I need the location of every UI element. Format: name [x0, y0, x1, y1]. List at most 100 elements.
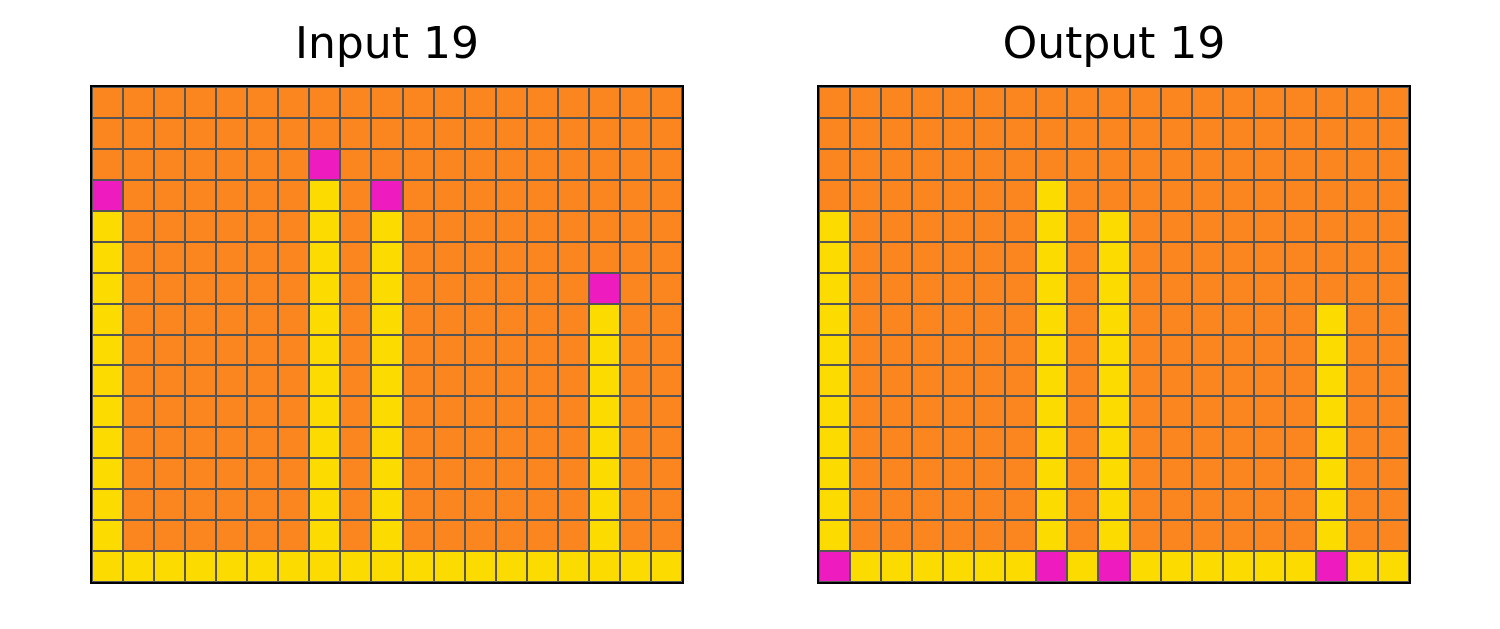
grid-cell: [1378, 304, 1408, 334]
grid-cell: [496, 490, 526, 520]
grid-cell: [434, 366, 464, 396]
grid-cell: [820, 211, 850, 241]
grid-cell: [620, 304, 650, 334]
grid-cell: [403, 180, 433, 210]
grid-cell: [1006, 552, 1036, 581]
grid-cell: [217, 242, 247, 272]
grid-cell: [851, 459, 881, 489]
grid-cell: [620, 521, 650, 551]
grid-cell: [651, 521, 681, 551]
grid-cell: [651, 211, 681, 241]
grid-cell: [248, 304, 278, 334]
grid-cell: [1006, 366, 1036, 396]
grid-cell: [1068, 180, 1098, 210]
grid-cell: [1316, 242, 1346, 272]
grid-cell: [1316, 335, 1346, 365]
grid-cell: [1037, 118, 1067, 148]
grid-cell: [851, 304, 881, 334]
grid-cell: [851, 149, 881, 179]
grid-cell: [217, 428, 247, 458]
grid-cell: [913, 304, 943, 334]
grid-cell: [310, 242, 340, 272]
grid-cell: [434, 180, 464, 210]
grid-cell: [124, 366, 154, 396]
grid-cell: [341, 552, 371, 581]
grid-cell: [1099, 88, 1129, 117]
grid-cell: [1223, 118, 1253, 148]
grid-cell: [975, 521, 1005, 551]
grid-cell: [341, 459, 371, 489]
grid-cell: [124, 149, 154, 179]
grid-cell: [651, 88, 681, 117]
grid-cell: [372, 149, 402, 179]
grid-cell: [1037, 180, 1067, 210]
grid-cell: [1130, 118, 1160, 148]
grid-cell: [1006, 118, 1036, 148]
grid-cell: [434, 459, 464, 489]
grid-cell: [820, 118, 850, 148]
grid-cell: [882, 397, 912, 427]
grid-cell: [93, 88, 123, 117]
grid-cell: [279, 149, 309, 179]
grid-cell: [341, 149, 371, 179]
grid-cell: [1161, 242, 1191, 272]
grid-cell: [93, 242, 123, 272]
grid-cell: [882, 335, 912, 365]
grid-cell: [186, 88, 216, 117]
grid-cell: [975, 366, 1005, 396]
grid-cell: [1192, 118, 1222, 148]
grid-cell: [651, 459, 681, 489]
grid-cell: [465, 521, 495, 551]
grid-cell: [1316, 118, 1346, 148]
grid-cell: [1099, 273, 1129, 303]
grid-cell: [651, 304, 681, 334]
grid-cell: [882, 88, 912, 117]
grid-cell: [310, 149, 340, 179]
grid-cell: [1378, 459, 1408, 489]
grid-cell: [403, 242, 433, 272]
grid-cell: [1130, 397, 1160, 427]
grid-cell: [372, 335, 402, 365]
grid-cell: [820, 366, 850, 396]
grid-cell: [341, 521, 371, 551]
grid-cell: [1068, 304, 1098, 334]
grid-cell: [496, 242, 526, 272]
grid-cell: [820, 521, 850, 551]
grid-cell: [651, 273, 681, 303]
grid-cell: [248, 149, 278, 179]
grid-cell: [1006, 397, 1036, 427]
grid-cell: [1285, 552, 1315, 581]
grid-cell: [1285, 88, 1315, 117]
grid-cell: [93, 180, 123, 210]
grid-cell: [1316, 149, 1346, 179]
grid-cell: [465, 273, 495, 303]
grid-cell: [124, 459, 154, 489]
grid-cell: [434, 397, 464, 427]
grid-cell: [248, 552, 278, 581]
grid-cell: [1130, 304, 1160, 334]
grid-cell: [341, 180, 371, 210]
grid-cell: [1254, 242, 1284, 272]
grid-cell: [1006, 521, 1036, 551]
grid-cell: [851, 180, 881, 210]
grid-cell: [1006, 242, 1036, 272]
grid-cell: [217, 335, 247, 365]
grid-cell: [820, 552, 850, 581]
grid-cell: [403, 490, 433, 520]
grid-cell: [1192, 88, 1222, 117]
grid-cell: [527, 88, 557, 117]
grid-cell: [1223, 459, 1253, 489]
grid-cell: [913, 428, 943, 458]
grid-cell: [620, 366, 650, 396]
grid-cell: [1161, 180, 1191, 210]
grid-cell: [279, 459, 309, 489]
grid-cell: [820, 335, 850, 365]
grid-cell: [372, 88, 402, 117]
input-title: Input 19: [295, 18, 479, 69]
grid-cell: [1223, 366, 1253, 396]
grid-cell: [944, 273, 974, 303]
grid-cell: [944, 521, 974, 551]
grid-cell: [1378, 88, 1408, 117]
grid-cell: [248, 335, 278, 365]
grid-cell: [1130, 490, 1160, 520]
